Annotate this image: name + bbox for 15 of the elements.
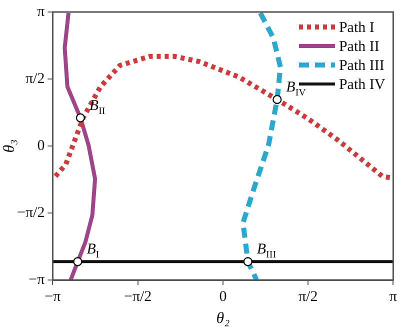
x-axis-title: θ₂ bbox=[216, 310, 230, 327]
x-tick-label: π bbox=[389, 288, 398, 305]
x-tick-label: π/2 bbox=[298, 288, 318, 305]
x-tick-label: −π/2 bbox=[124, 288, 152, 305]
x-tick-label: 0 bbox=[219, 288, 227, 305]
legend-label: Path I bbox=[338, 20, 374, 36]
legend-label: Path III bbox=[338, 58, 384, 74]
y-tick-label: π bbox=[37, 4, 46, 20]
y-tick-label: π/2 bbox=[25, 70, 45, 87]
y-axis-title: θ₃ bbox=[1, 139, 18, 153]
legend-label: Path IV bbox=[338, 76, 386, 93]
legend-label: Path II bbox=[338, 38, 380, 55]
y-tick-label: 0 bbox=[37, 138, 45, 154]
y-tick-label: −π bbox=[28, 272, 46, 288]
y-tick-label: −π/2 bbox=[16, 204, 45, 221]
